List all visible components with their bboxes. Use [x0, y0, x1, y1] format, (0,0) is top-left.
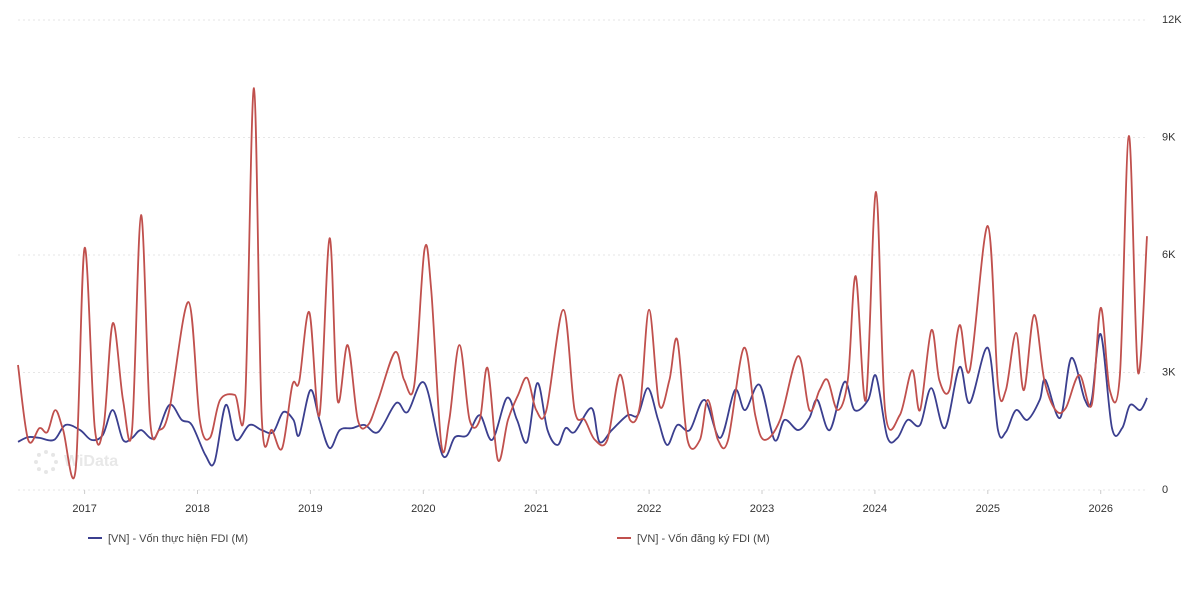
x-tick-label: 2019: [298, 503, 322, 515]
x-tick-label: 2020: [411, 503, 435, 515]
x-tick-label: 2022: [637, 503, 661, 515]
legend-label: [VN] - Vốn thực hiện FDI (M): [108, 533, 248, 545]
x-tick-label: 2025: [976, 503, 1000, 515]
y-tick-label: 3K: [1162, 366, 1176, 378]
x-tick-label: 2021: [524, 503, 548, 515]
watermark-dot: [51, 452, 56, 457]
watermark-dot: [44, 470, 48, 474]
watermark-dot: [36, 452, 41, 457]
watermark-dot: [36, 467, 41, 472]
x-tick-label: 2024: [863, 503, 887, 515]
legend-item: [VN] - Vốn thực hiện FDI (M): [88, 533, 248, 545]
x-tick-label: 2018: [185, 503, 209, 515]
watermark-dot: [54, 460, 58, 464]
watermark-dot: [34, 460, 38, 464]
legend-item: [VN] - Vốn đăng ký FDI (M): [617, 533, 770, 545]
y-tick-label: 0: [1162, 484, 1168, 496]
line-series: [17, 333, 1148, 467]
y-tick-label: 12K: [1162, 14, 1182, 26]
y-tick-label: 6K: [1162, 249, 1176, 261]
x-tick-label: 2023: [750, 503, 774, 515]
line-series: [17, 87, 1148, 480]
watermark-dot: [51, 467, 56, 472]
x-tick-label: 2026: [1088, 503, 1112, 515]
watermark: WiData: [64, 453, 118, 470]
y-tick-label: 9K: [1162, 131, 1176, 143]
legend-label: [VN] - Vốn đăng ký FDI (M): [637, 533, 770, 545]
watermark-dot: [44, 450, 48, 454]
x-tick-label: 2017: [72, 503, 96, 515]
